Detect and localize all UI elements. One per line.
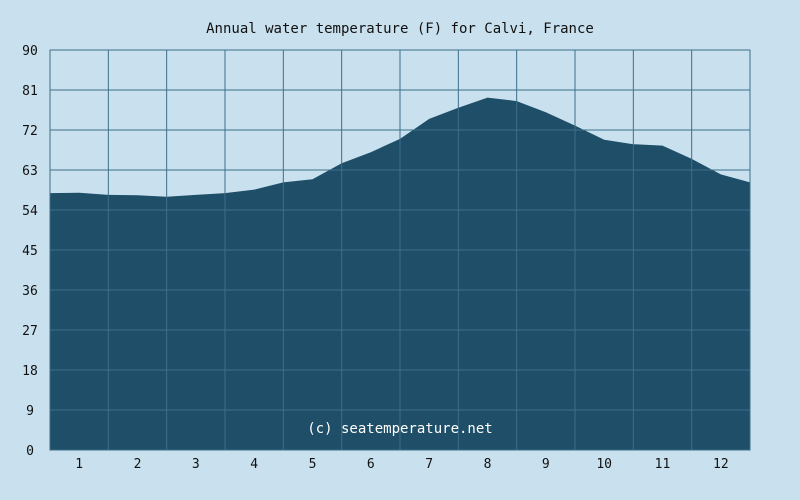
y-tick-label: 9	[26, 404, 34, 419]
x-tick-label: 5	[309, 457, 317, 472]
x-tick-label: 6	[367, 457, 375, 472]
y-tick-label: 54	[22, 204, 38, 219]
y-tick-label: 18	[22, 364, 38, 379]
x-axis: 1 2 3 4 5 6 7 8 9 10 11 12	[75, 457, 728, 472]
y-tick-label: 0	[26, 444, 34, 459]
x-tick-label: 11	[655, 457, 671, 472]
y-tick-label: 90	[22, 44, 38, 59]
x-tick-label: 9	[542, 457, 550, 472]
x-tick-label: 10	[596, 457, 612, 472]
x-tick-label: 12	[713, 457, 729, 472]
y-tick-label: 45	[22, 244, 38, 259]
y-tick-label: 27	[22, 324, 38, 339]
y-axis: 0 9 18 27 36 45 54 63 72 81 90	[22, 44, 38, 459]
x-tick-label: 2	[134, 457, 142, 472]
chart-title: Annual water temperature (F) for Calvi, …	[206, 21, 594, 37]
y-tick-label: 36	[22, 284, 38, 299]
y-tick-label: 63	[22, 164, 38, 179]
y-tick-label: 81	[22, 84, 38, 99]
x-tick-label: 3	[192, 457, 200, 472]
y-tick-label: 72	[22, 124, 38, 139]
x-tick-label: 8	[484, 457, 492, 472]
x-tick-label: 4	[250, 457, 258, 472]
x-tick-label: 7	[425, 457, 433, 472]
x-tick-label: 1	[75, 457, 83, 472]
plot-border	[49, 49, 751, 451]
watermark: (c) seatemperature.net	[307, 421, 492, 437]
plot-area	[49, 49, 751, 451]
